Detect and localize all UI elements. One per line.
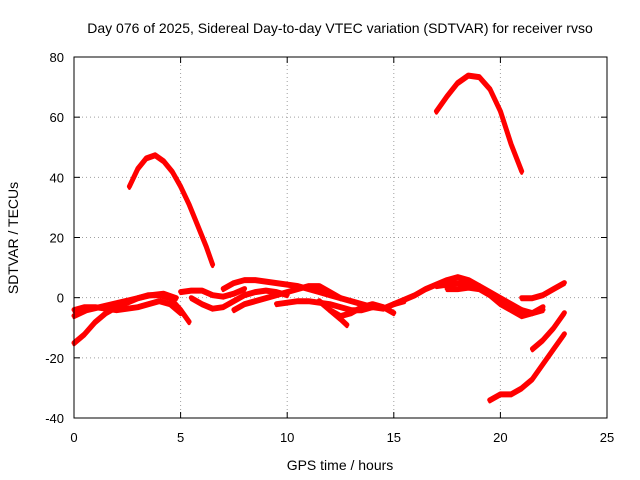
series-line-arc-15 [444, 284, 546, 316]
series-arc-7 [188, 287, 290, 312]
series-arc-2 [433, 72, 525, 175]
series-band-arc-9 [232, 286, 342, 314]
series-band-arc-5 [72, 293, 178, 320]
series-band-arc-15 [445, 287, 545, 317]
series-line-arc-5 [71, 290, 179, 319]
plot-frame [73, 56, 608, 419]
chart-title: Day 076 of 2025, Sidereal Day-to-day VTE… [87, 20, 593, 36]
y-tick-label: -20 [45, 351, 64, 366]
axis-ticks: 0 5 10 15 20 25 -40 -20 0 20 40 60 80 [45, 50, 614, 445]
y-tick-label: 80 [50, 50, 64, 65]
y-tick-label: 60 [50, 110, 64, 125]
y-tick-label: -40 [45, 411, 64, 426]
series-line-arc-7 [188, 287, 290, 311]
plot-series [71, 72, 567, 404]
x-axis-label: GPS time / hours [287, 457, 394, 473]
series-band-arc-12 [317, 301, 349, 329]
series-line-arc-13 [391, 274, 546, 319]
series-arc-5 [71, 290, 179, 320]
series-band-arc-16 [520, 283, 566, 302]
grid [74, 57, 607, 418]
y-tick-label: 0 [57, 291, 64, 306]
series-arc-1 [126, 152, 216, 269]
series-arc-18 [487, 331, 567, 404]
series-arc-15 [444, 284, 546, 317]
series-band-arc-18 [488, 334, 566, 404]
series-line-arc-2 [433, 72, 525, 174]
series-arc-12 [316, 298, 350, 329]
x-tick-label: 20 [493, 430, 507, 445]
series-band-arc-6 [179, 289, 247, 300]
series-arc-16 [519, 280, 567, 302]
series-line-arc-16 [519, 280, 567, 301]
series-band-arc-7 [189, 290, 289, 312]
series-line-arc-8 [220, 277, 375, 310]
series-arc-9 [231, 283, 343, 314]
series-arc-17 [529, 310, 567, 353]
series-arc-6 [178, 286, 248, 300]
series-line-arc-18 [487, 331, 567, 403]
x-tick-label: 10 [280, 430, 294, 445]
x-tick-label: 5 [177, 430, 184, 445]
x-tick-label: 15 [387, 430, 401, 445]
series-line-arc-6 [178, 286, 248, 299]
x-tick-label: 0 [70, 430, 77, 445]
y-tick-label: 20 [50, 231, 64, 246]
series-line-arc-9 [231, 283, 343, 313]
series-line-arc-14 [433, 280, 525, 313]
series-band-arc-1 [127, 155, 215, 269]
y-tick-label: 40 [50, 170, 64, 185]
series-band-arc-2 [434, 75, 524, 175]
y-axis-label: SDTVAR / TECUs [5, 182, 21, 294]
x-tick-label: 25 [600, 430, 614, 445]
series-band-arc-17 [530, 313, 566, 353]
